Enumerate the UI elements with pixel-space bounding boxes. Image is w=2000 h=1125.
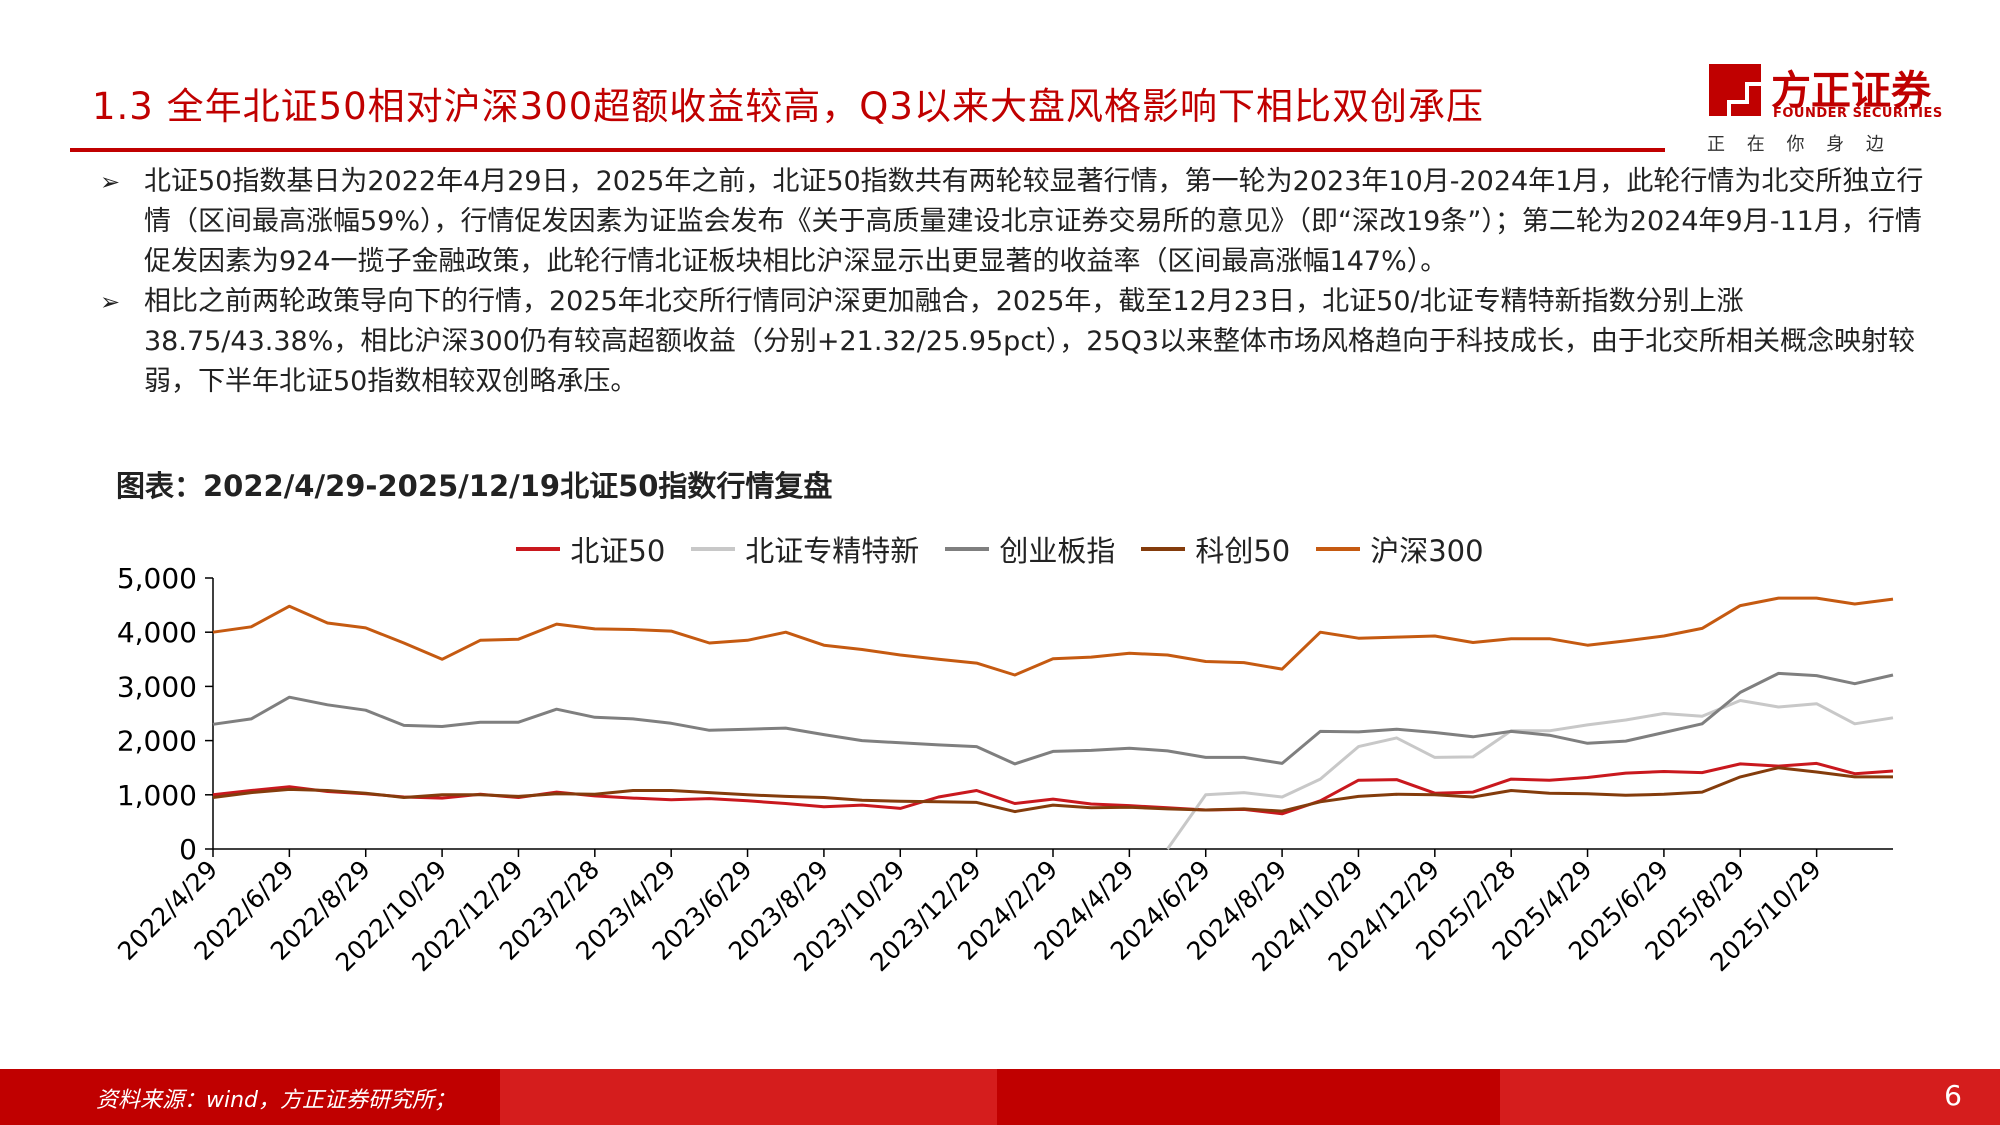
- legend-swatch: [691, 547, 736, 551]
- logo-en: FOUNDER SECURITIES: [1773, 106, 1943, 121]
- footer-band: [1500, 1069, 2000, 1125]
- bullet: 北证50指数基日为2022年4月29日，2025年之前，北证50指数共有两轮较显…: [100, 162, 1930, 282]
- legend-swatch: [1141, 547, 1186, 551]
- legend-item: 科创50: [1141, 528, 1290, 570]
- page-number: 6: [1944, 1079, 1962, 1112]
- legend-label: 北证专精特新: [745, 534, 920, 568]
- footer: 资料来源：wind，方正证券研究所； 6: [0, 1069, 2000, 1125]
- legend-label: 北证50: [570, 534, 666, 568]
- chart-title: 图表：2022/4/29-2025/12/19北证50指数行情复盘: [116, 469, 833, 503]
- y-tick-label: 4,000: [117, 616, 197, 649]
- logo-icon: [1709, 64, 1761, 116]
- logo-name: 方正证券: [1771, 68, 1931, 114]
- y-tick-label: 1,000: [117, 779, 197, 812]
- legend-item: 北证专精特新: [691, 528, 919, 570]
- chart: 01,0002,0003,0004,0005,0002022/4/292022/…: [112, 562, 1894, 977]
- y-tick-label: 3,000: [117, 670, 197, 703]
- legend-item: 创业板指: [945, 528, 1115, 570]
- title-rule: [70, 148, 1665, 152]
- y-tick-label: 5,000: [117, 562, 197, 595]
- bullet-list: 北证50指数基日为2022年4月29日，2025年之前，北证50指数共有两轮较显…: [100, 162, 1930, 402]
- footer-band: [500, 1069, 997, 1125]
- legend-label: 科创50: [1195, 534, 1291, 568]
- logo-tagline: 正 在 你 身 边: [1707, 134, 1892, 155]
- source-note: 资料来源：wind，方正证券研究所；: [96, 1088, 457, 1113]
- slide-title: 1.3 全年北证50相对沪深300超额收益较高，Q3以来大盘风格影响下相比双创承…: [92, 85, 1484, 128]
- legend-swatch: [516, 547, 561, 551]
- series-line: [1166, 699, 1894, 850]
- legend: 北证50 北证专精特新 创业板指 科创50 沪深300: [0, 528, 2000, 570]
- legend-swatch: [945, 547, 990, 551]
- series-line: [212, 671, 1894, 766]
- legend-item: 沪深300: [1316, 528, 1484, 570]
- legend-item: 北证50: [516, 528, 665, 570]
- series-line: [212, 766, 1893, 814]
- logo: 方正证券 FOUNDER SECURITIES 正 在 你 身 边: [1705, 56, 1945, 156]
- bullet: 相比之前两轮政策导向下的行情，2025年北交所行情同沪深更加融合，2025年，截…: [100, 282, 1930, 402]
- series-line: [212, 596, 1894, 677]
- y-tick-label: 2,000: [117, 725, 197, 758]
- legend-label: 创业板指: [999, 534, 1116, 568]
- y-tick-label: 0: [179, 833, 197, 866]
- legend-label: 沪深300: [1370, 534, 1484, 568]
- legend-swatch: [1316, 547, 1361, 551]
